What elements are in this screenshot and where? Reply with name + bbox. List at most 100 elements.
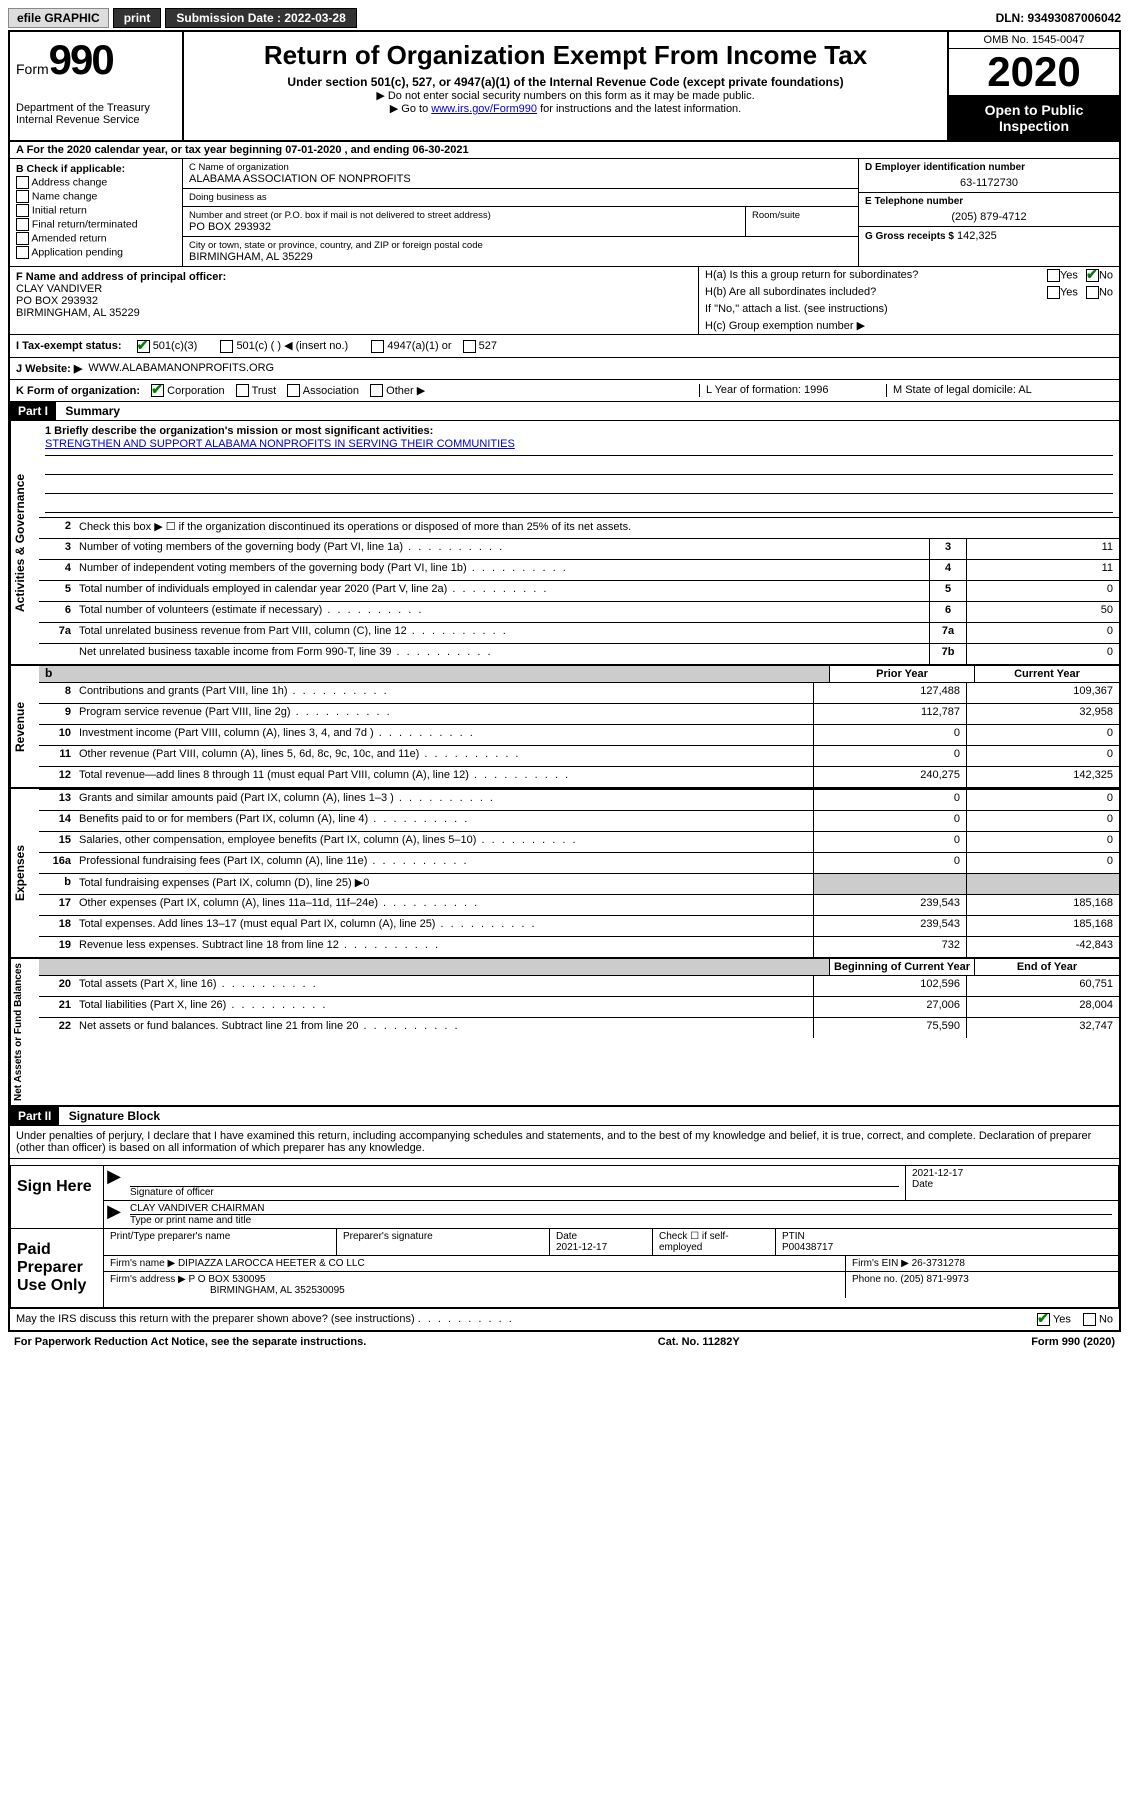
line-desc: Revenue less expenses. Subtract line 18 … [75, 937, 813, 957]
current-val: 32,747 [966, 1018, 1119, 1038]
row-k: K Form of organization: Corporation Trus… [10, 380, 1119, 403]
prior-val: 75,590 [813, 1018, 966, 1038]
irs-discuss-text: May the IRS discuss this return with the… [16, 1313, 415, 1325]
print-button[interactable]: print [113, 8, 162, 28]
sig-date: 2021-12-17 [912, 1168, 1112, 1179]
note2-pre: ▶ Go to [390, 103, 431, 115]
part2-title: Signature Block [63, 1107, 166, 1125]
chk-trust[interactable]: Trust [236, 385, 277, 397]
revenue-vlabel: Revenue [10, 666, 39, 787]
efile-label: efile GRAPHIC [8, 8, 109, 28]
chk-address-change[interactable]: Address change [16, 176, 176, 189]
current-year-header: Current Year [974, 666, 1119, 682]
line-num: 11 [39, 746, 75, 766]
line-num: 13 [39, 790, 75, 810]
line-num: 10 [39, 725, 75, 745]
data-line: 21 Total liabilities (Part X, line 26) 2… [39, 996, 1119, 1017]
sign-here-label: Sign Here [11, 1166, 104, 1228]
chk-name-change[interactable]: Name change [16, 190, 176, 203]
line-num: 19 [39, 937, 75, 957]
line-num: 16a [39, 853, 75, 873]
governance-content: 1 Briefly describe the organization's mi… [39, 421, 1119, 664]
phone-label: E Telephone number [865, 196, 1113, 207]
chk-501c3[interactable]: 501(c)(3) [137, 340, 198, 352]
line-num: 21 [39, 997, 75, 1017]
hb-no[interactable]: No [1086, 286, 1113, 299]
discuss-no[interactable]: No [1083, 1313, 1113, 1326]
dba-label: Doing business as [189, 192, 852, 203]
footer-left: For Paperwork Reduction Act Notice, see … [14, 1336, 366, 1348]
ha-no[interactable]: No [1086, 269, 1113, 282]
ha-yes[interactable]: Yes [1047, 269, 1078, 282]
line-desc: Other revenue (Part VIII, column (A), li… [75, 746, 813, 766]
current-val: 0 [966, 832, 1119, 852]
line-2: 2 Check this box ▶ ☐ if the organization… [39, 517, 1119, 538]
firm-name-label: Firm's name ▶ [110, 1258, 175, 1269]
firm-ein: 26-3731278 [912, 1258, 965, 1269]
form-number: Form990 [16, 36, 176, 84]
dln-label: DLN: 93493087006042 [996, 11, 1121, 25]
chk-corp[interactable]: Corporation [151, 385, 225, 397]
firm-addr-cell: Firm's address ▶ P O BOX 530095 BIRMINGH… [104, 1272, 846, 1298]
data-line: 10 Investment income (Part VIII, column … [39, 724, 1119, 745]
ein-label: D Employer identification number [865, 162, 1113, 173]
hb-note: If "No," attach a list. (see instruction… [705, 303, 1113, 315]
chk-final[interactable]: Final return/terminated [16, 218, 176, 231]
arrow-icon: ▶ [104, 1166, 124, 1200]
form-subtitle: Under section 501(c), 527, or 4947(a)(1)… [194, 75, 937, 89]
addr-cell: Number and street (or P.O. box if mail i… [183, 207, 746, 236]
line-box: 7b [929, 644, 966, 664]
discuss-yes[interactable]: Yes [1037, 1313, 1071, 1326]
line-desc: Total liabilities (Part X, line 26) [75, 997, 813, 1017]
chk-527[interactable]: 527 [463, 340, 497, 352]
discuss-no-label: No [1099, 1314, 1113, 1326]
mission-text: STRENGTHEN AND SUPPORT ALABAMA NONPROFIT… [45, 437, 1113, 456]
line-desc: Total fundraising expenses (Part IX, col… [75, 874, 813, 894]
current-val: 60,751 [966, 976, 1119, 996]
chk-501c[interactable]: 501(c) ( ) ◀ (insert no.) [220, 340, 348, 352]
line-desc: Benefits paid to or for members (Part IX… [75, 811, 813, 831]
opt-527: 527 [479, 340, 497, 352]
expenses-vlabel: Expenses [10, 789, 39, 957]
data-line: 19 Revenue less expenses. Subtract line … [39, 936, 1119, 957]
sig-row-2: ▶ CLAY VANDIVER CHAIRMAN Type or print n… [104, 1201, 1118, 1228]
hb-yes[interactable]: Yes [1047, 286, 1078, 299]
current-val: 142,325 [966, 767, 1119, 787]
line-num: 9 [39, 704, 75, 724]
prior-val: 0 [813, 832, 966, 852]
data-line: 14 Benefits paid to or for members (Part… [39, 810, 1119, 831]
data-line: 15 Salaries, other compensation, employe… [39, 831, 1119, 852]
sig-name-cell: CLAY VANDIVER CHAIRMAN Type or print nam… [124, 1201, 1118, 1228]
line-box: 4 [929, 560, 966, 580]
chk-4947[interactable]: 4947(a)(1) or [371, 340, 451, 352]
irs-discuss-row: May the IRS discuss this return with the… [10, 1308, 1119, 1330]
yes-label: Yes [1060, 269, 1078, 281]
k-left: K Form of organization: Corporation Trus… [16, 384, 699, 398]
line1-label: 1 Briefly describe the organization's mi… [45, 425, 1113, 437]
current-val: 32,958 [966, 704, 1119, 724]
prior-val: 102,596 [813, 976, 966, 996]
chk-pending[interactable]: Application pending [16, 246, 176, 259]
line-desc: Net unrelated business taxable income fr… [75, 644, 929, 664]
header-left: Form990 Department of the Treasury Inter… [10, 32, 184, 140]
chk-amended[interactable]: Amended return [16, 232, 176, 245]
sig-label: Signature of officer [130, 1187, 899, 1198]
prep-ptin-cell: PTIN P00438717 [776, 1229, 1118, 1255]
sign-right: ▶ Signature of officer 2021-12-17 Date ▶… [104, 1166, 1118, 1228]
chk-initial[interactable]: Initial return [16, 204, 176, 217]
irs-link[interactable]: www.irs.gov/Form990 [431, 103, 537, 115]
city-val: BIRMINGHAM, AL 35229 [189, 251, 852, 263]
data-line: 8 Contributions and grants (Part VIII, l… [39, 682, 1119, 703]
gov-line: 6 Total number of volunteers (estimate i… [39, 601, 1119, 622]
form-title: Return of Organization Exempt From Incom… [194, 40, 937, 71]
chk-other[interactable]: Other ▶ [370, 385, 425, 397]
data-line: 12 Total revenue—add lines 8 through 11 … [39, 766, 1119, 787]
chk-assoc[interactable]: Association [287, 385, 359, 397]
rev-spacer: b [39, 666, 829, 682]
line-desc: Investment income (Part VIII, column (A)… [75, 725, 813, 745]
dots [418, 1313, 514, 1325]
i-label: I Tax-exempt status: [16, 340, 122, 352]
ha-label: H(a) Is this a group return for subordin… [705, 269, 1047, 282]
firm-ein-label: Firm's EIN ▶ [852, 1258, 909, 1269]
addr-row: Number and street (or P.O. box if mail i… [183, 207, 858, 237]
